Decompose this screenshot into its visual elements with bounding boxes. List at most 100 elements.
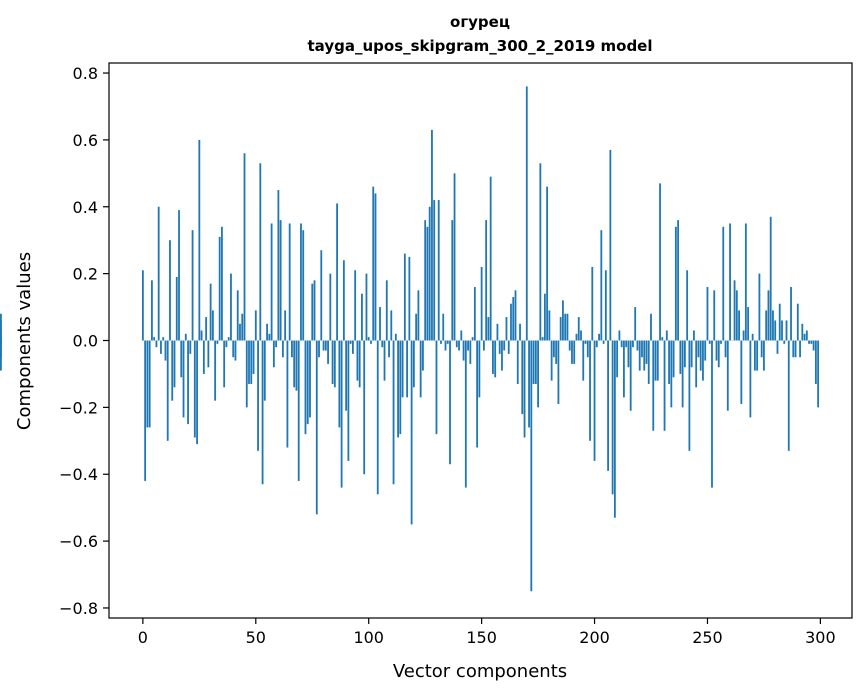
bar-167 [519,323,521,341]
bar-17 [180,340,183,378]
bar-63 [284,310,287,341]
bar-42 [236,290,239,341]
bar-223 [645,340,648,364]
bar-37 [225,340,228,348]
bar-56 [268,333,271,341]
bar-216 [629,340,632,411]
bar-278 [769,216,772,341]
bar-26 [200,330,203,341]
bar-293 [803,333,806,341]
bar-208 [611,340,614,495]
bar-123 [419,340,422,398]
bar-201 [595,340,598,348]
bar-243 [690,340,693,368]
bar-184 [557,340,560,405]
x-tick-label: 150 [466,628,497,647]
bar-93 [352,340,354,354]
bar-238 [679,340,682,374]
bar-44 [241,313,244,341]
bar-89 [342,260,345,341]
bar-299 [817,340,820,408]
bar-177 [541,337,544,341]
bar-260 [729,223,731,341]
bar-189 [568,340,571,351]
bar-32 [214,340,217,401]
bar-180 [548,310,551,341]
bar-29 [207,340,210,368]
bar-119 [410,340,413,525]
bar-209 [613,340,616,518]
bar-31 [211,310,214,341]
bar-296 [810,340,813,344]
bar-155 [492,340,494,374]
bar-64 [286,340,289,448]
bar-101 [370,340,372,344]
bar-284 [783,340,786,344]
bar-87 [338,340,341,428]
bar-1 [144,340,147,481]
bar-200 [593,340,596,461]
bar-118 [408,256,411,341]
bar-7 [157,206,160,341]
y-tick-label: 0.4 [73,198,98,217]
y-tick-label: 0.0 [73,332,98,351]
bar-232 [665,330,668,341]
bar-159 [501,340,503,371]
bar-27 [202,340,205,374]
bar-80 [322,340,325,351]
bar-66 [291,340,293,358]
bar-178 [543,293,546,341]
bar-186 [562,300,564,341]
bar-170 [525,86,528,341]
bar-undefined [0,340,2,371]
bar-228 [656,340,659,381]
bar-107 [383,340,386,381]
bar-139 [455,340,458,348]
bar-193 [577,317,580,341]
bar-52 [259,163,262,341]
bar-130 [435,340,438,435]
x-tick-label: 50 [246,628,266,647]
bar-70 [300,223,302,341]
bar-292 [801,323,804,341]
bar-222 [643,340,646,371]
bar-195 [582,340,585,381]
bar-163 [510,303,512,341]
bar-151 [482,340,485,351]
bar-197 [586,340,589,358]
y-tick-label: −0.8 [59,599,98,618]
bar-84 [331,340,334,384]
bar-2 [146,340,149,428]
bar-161 [505,317,508,341]
bar-14 [173,340,176,388]
y-tick-label: 0.6 [73,131,98,150]
bar-60 [277,190,280,341]
bar-11 [166,340,169,441]
bar-142 [462,340,465,361]
bar-254 [715,340,718,361]
bar-225 [650,313,652,341]
bar-20 [187,340,189,425]
bar-133 [442,313,445,341]
bar-144 [467,340,469,351]
bar-47 [248,340,250,384]
bar-95 [356,340,359,381]
bar-79 [320,250,323,341]
bar-35 [221,226,223,341]
x-tick-label: 100 [353,628,384,647]
bar-82 [327,340,329,364]
x-tick-label: 200 [579,628,610,647]
bar-148 [476,340,479,448]
bar-213 [623,340,625,398]
bar-117 [406,340,409,398]
bar-132 [440,340,442,344]
chart-subtitle: tayga_upos_skipgram_300_2_2019 model [308,37,653,55]
bar-81 [324,340,327,351]
bar-203 [600,230,603,341]
bar-16 [178,210,180,341]
bar-91 [347,340,350,461]
bar-125 [424,220,427,341]
bar-50 [254,310,257,341]
bar-221 [641,340,643,358]
bar-9 [162,337,165,341]
